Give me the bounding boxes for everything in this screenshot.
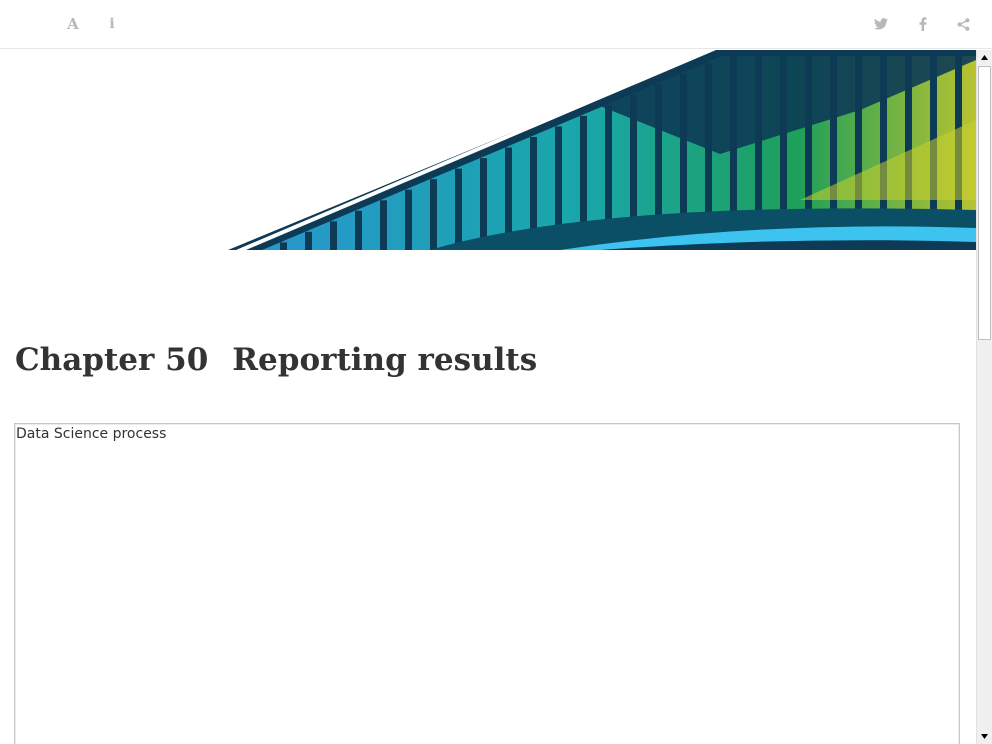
info-icon: i [109,16,115,32]
banner-bar-gap [755,56,762,250]
banner-bar-gap [480,158,487,250]
scroll-up-button[interactable] [977,50,992,65]
book-toolbar: A i [0,0,992,49]
chapter-number: Chapter 50 [15,342,209,378]
scroll-down-arrow-icon [981,734,988,739]
diagram-alt-text: Data Science process [16,426,167,442]
banner-bar-gap [330,221,337,250]
banner-bar-gap [680,73,687,250]
scrollbar-thumb[interactable] [978,66,991,340]
vertical-scrollbar[interactable] [976,50,992,744]
embedded-diagram-frame[interactable]: Data Science process [14,423,960,744]
banner-bar-gap [705,63,712,250]
facebook-share-button[interactable] [911,12,935,36]
banner-bar-gap [805,56,812,250]
book-content: Chapter 50 Reporting results Data Science… [0,50,976,744]
cover-banner-image [228,50,976,250]
share-icon [957,17,969,31]
twitter-icon [874,18,888,30]
scroll-down-button[interactable] [977,729,992,744]
banner-bar-gap [855,56,862,250]
banner-bar-gap [455,168,462,250]
twitter-share-button[interactable] [869,12,893,36]
chapter-title: Chapter 50 Reporting results [15,342,537,378]
banner-bar-gap [280,242,287,250]
banner-bar-gap [655,84,662,250]
banner-bar-gap [355,210,362,250]
banner-bar-gap [630,94,637,250]
font-settings-icon: A [67,15,79,33]
chapter-title-text: Reporting results [232,342,538,378]
banner-bar-gap [555,126,562,250]
banner-bar-gap [405,189,412,250]
scroll-up-arrow-icon [981,55,988,60]
banner-bar-gap [605,105,612,250]
font-settings-button[interactable]: A [61,12,85,36]
info-button[interactable]: i [100,12,124,36]
banner-bar-gap [505,147,512,250]
facebook-icon [919,17,927,31]
banner-bar-gap [580,115,587,250]
share-button[interactable] [951,12,975,36]
banner-bar-gap [730,56,737,250]
banner-bar-gap [380,200,387,250]
banner-bar-gap [780,56,787,250]
banner-bar-gap [880,56,887,250]
banner-bar-gap [830,56,837,250]
banner-bar-gap [305,231,312,250]
banner-bar-gap [530,136,537,250]
banner-bar-gap [430,179,437,250]
